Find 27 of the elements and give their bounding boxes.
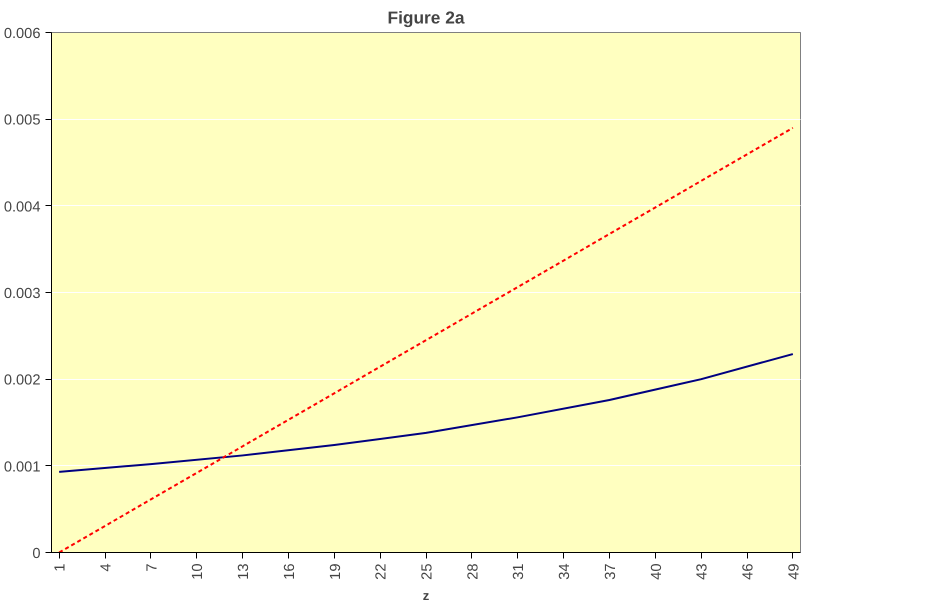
x-tick-label: 49 bbox=[786, 563, 802, 580]
x-tick-label: 1 bbox=[52, 563, 69, 572]
x-tick-label: 37 bbox=[602, 563, 619, 580]
x-tick-label: 13 bbox=[236, 563, 252, 580]
y-tick-label: 0.006 bbox=[4, 26, 41, 42]
x-tick-label: 19 bbox=[328, 563, 344, 580]
x-tick-label: 40 bbox=[648, 563, 665, 580]
x-tick-label: 34 bbox=[557, 563, 574, 580]
x-tick-label: 28 bbox=[465, 563, 482, 580]
y-tick-label: 0.003 bbox=[4, 286, 41, 302]
x-tick-label: 43 bbox=[694, 563, 711, 580]
chart-title: Figure 2a bbox=[387, 8, 465, 28]
y-tick-label: 0.002 bbox=[4, 372, 41, 389]
y-tick-label: 0.001 bbox=[4, 459, 41, 476]
x-tick-label: 10 bbox=[190, 563, 206, 580]
y-tick-label: 0 bbox=[32, 546, 41, 562]
x-tick-label: 22 bbox=[374, 563, 390, 580]
x-axis-title: z bbox=[422, 588, 430, 603]
line-series bbox=[58, 353, 794, 473]
y-tick-label: 0.005 bbox=[4, 112, 41, 129]
y-tick-label: 0.004 bbox=[4, 199, 41, 216]
x-tick-label: 46 bbox=[740, 563, 756, 580]
x-tick-label: 31 bbox=[511, 563, 528, 580]
x-tick-label: 25 bbox=[420, 563, 436, 580]
x-tick-label: 16 bbox=[282, 563, 298, 580]
x-tick-label: 4 bbox=[98, 563, 114, 572]
x-tick-label: 7 bbox=[144, 563, 160, 572]
